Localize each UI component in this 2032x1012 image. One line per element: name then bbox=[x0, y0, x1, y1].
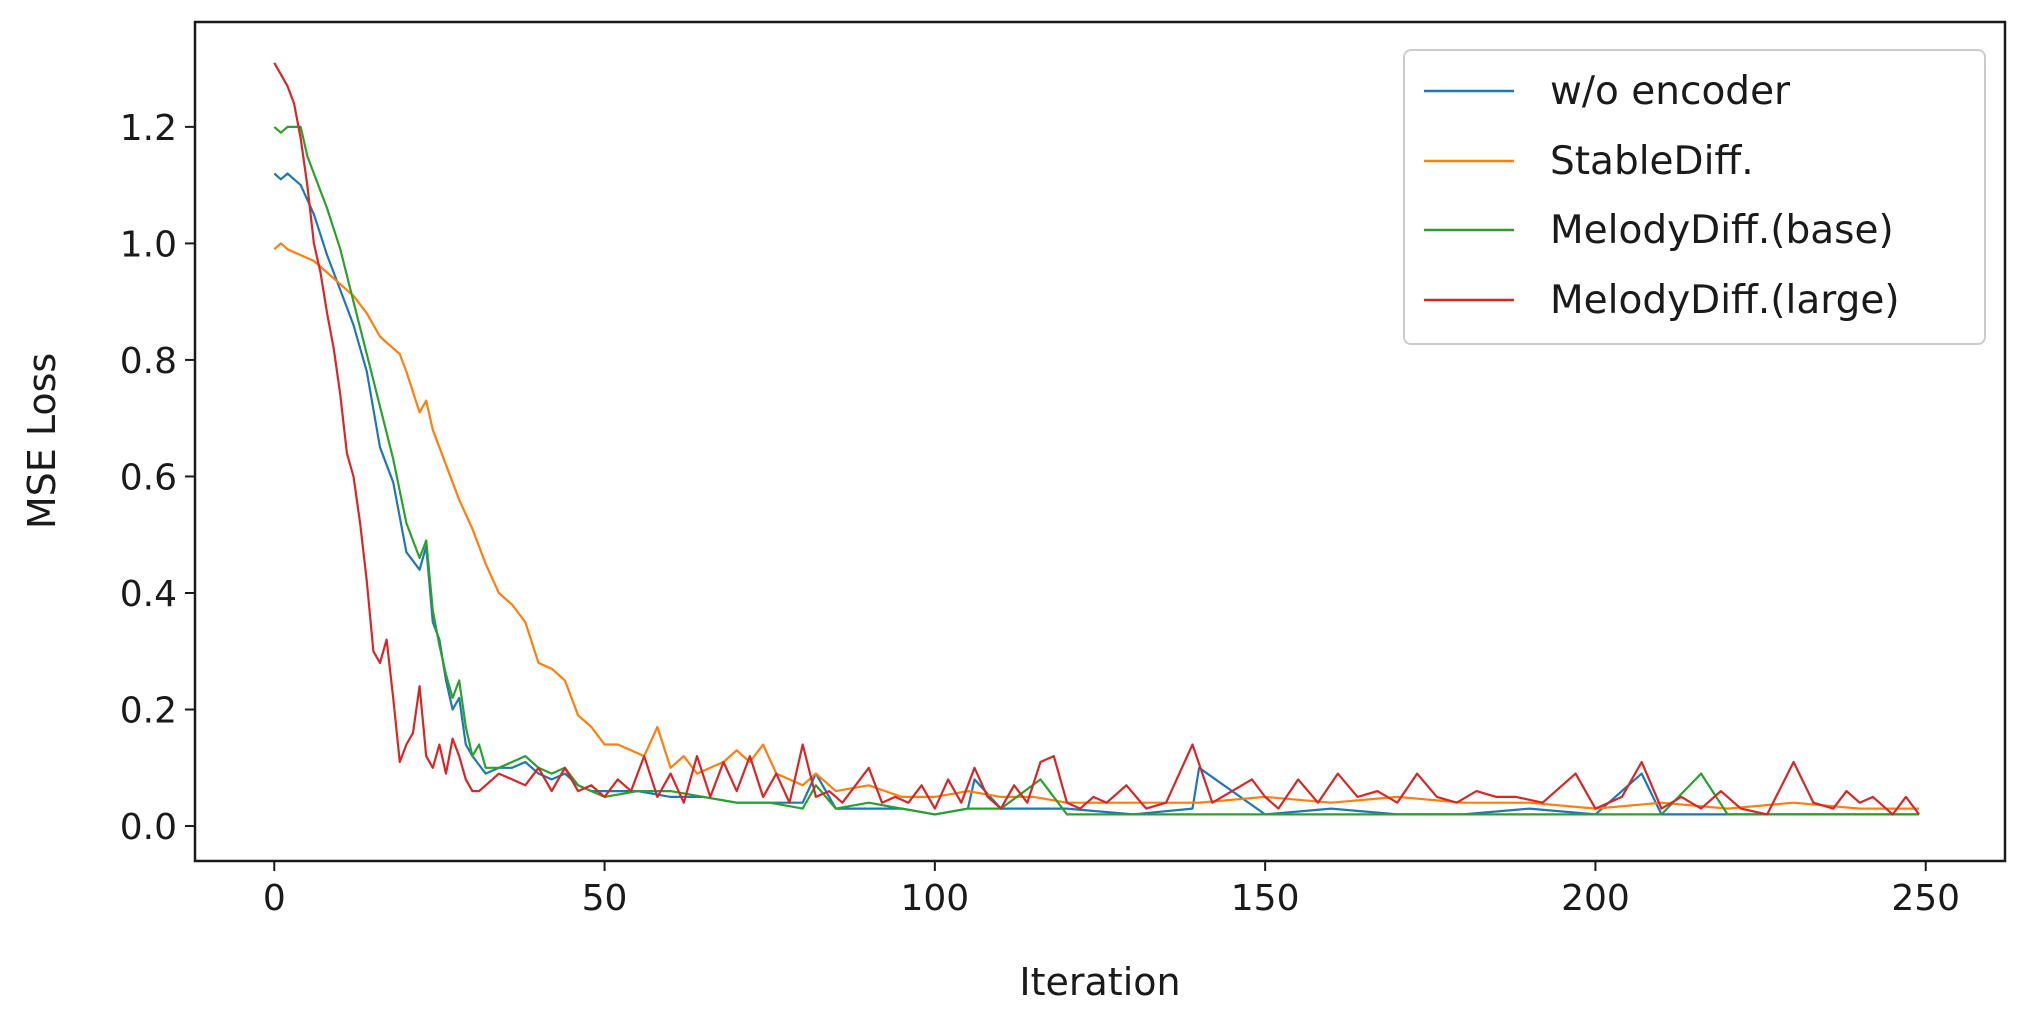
x-tick-label: 250 bbox=[1891, 878, 1960, 919]
y-tick-label: 1.2 bbox=[120, 108, 177, 149]
x-tick-label: 150 bbox=[1231, 878, 1300, 919]
series-line-melodydiff-large bbox=[273, 62, 1920, 816]
series-line-stablediff bbox=[273, 242, 1920, 810]
x-axis-label: Iteration bbox=[1019, 960, 1180, 1004]
x-tick-label: 0 bbox=[263, 878, 286, 919]
y-tick-label: 0.2 bbox=[120, 691, 177, 732]
plot-frame bbox=[193, 20, 2007, 863]
legend-label-w-o-encoder: w/o encoder bbox=[1550, 69, 1791, 114]
legend-label-stablediff: StableDiff. bbox=[1550, 139, 1754, 184]
y-tick-label: 0.0 bbox=[120, 807, 177, 848]
legend-box bbox=[1403, 49, 1986, 345]
y-tick-label: 1.0 bbox=[120, 224, 177, 265]
y-tick-label: 0.8 bbox=[120, 341, 177, 382]
x-tick-label: 200 bbox=[1561, 878, 1630, 919]
legend: w/o encoder StableDiff. MelodyDiff.(base… bbox=[1403, 49, 1986, 345]
plot-lines bbox=[273, 62, 1920, 816]
series-line-melodydiff-base bbox=[273, 125, 1920, 816]
axis-ticks: 0 50 100 150 200 250 0.0 0.2 0.4 0.6 0.8 1.0 1.2 bbox=[120, 108, 1960, 919]
y-tick-label: 0.6 bbox=[120, 457, 177, 498]
x-tick-label: 100 bbox=[900, 878, 969, 919]
legend-label-melodydiff-base: MelodyDiff.(base) bbox=[1550, 208, 1894, 253]
legend-label-melodydiff-large: MelodyDiff.(large) bbox=[1550, 278, 1900, 323]
y-axis-label: MSE Loss bbox=[20, 353, 64, 529]
x-tick-label: 50 bbox=[582, 878, 628, 919]
y-tick-label: 0.4 bbox=[120, 574, 177, 615]
